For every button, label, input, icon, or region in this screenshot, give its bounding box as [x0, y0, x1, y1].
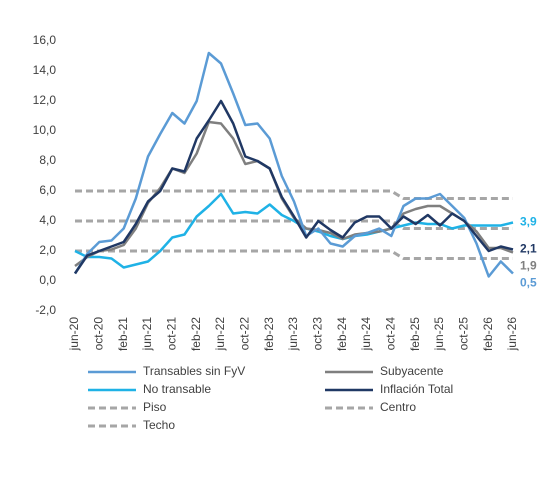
y-tick-label: -2,0	[35, 303, 56, 317]
y-tick-label: 6,0	[39, 183, 56, 197]
legend-label: Subyacente	[380, 364, 444, 378]
x-tick-label: feb-23	[262, 317, 276, 351]
legend-label: Centro	[380, 400, 416, 414]
x-tick-label: jun-26	[505, 317, 519, 352]
x-tick-label: oct-20	[92, 317, 106, 351]
legend-item: Centro	[325, 400, 416, 414]
legend-label: Transables sin FyV	[143, 364, 245, 378]
x-tick-label: feb-25	[408, 317, 422, 351]
y-tick-label: 2,0	[39, 243, 56, 257]
x-tick-label: feb-24	[335, 317, 349, 351]
y-tick-label: 0,0	[39, 273, 56, 287]
y-tick-label: 10,0	[33, 123, 57, 137]
x-tick-label: jun-25	[432, 317, 446, 352]
y-tick-label: 12,0	[33, 93, 57, 107]
series-line	[75, 189, 513, 200]
series-line	[73, 99, 514, 275]
legend-item: Subyacente	[325, 364, 444, 378]
y-tick-label: 4,0	[39, 213, 56, 227]
series-line	[75, 219, 513, 230]
legend-label: Inflación Total	[380, 382, 453, 396]
y-tick-label: 16,0	[33, 33, 57, 47]
x-tick-label: jun-24	[359, 317, 373, 352]
legend-label: No transable	[143, 382, 211, 396]
end-value-label: 3,9	[520, 215, 537, 229]
x-tick-label: oct-25	[457, 317, 471, 351]
end-value-label: 1,9	[520, 259, 537, 273]
legend-label: Piso	[143, 400, 167, 414]
legend-item: Transables sin FyV	[88, 364, 245, 378]
end-value-label: 2,1	[520, 242, 537, 256]
y-tick-label: 14,0	[33, 63, 57, 77]
legend-item: Techo	[88, 418, 175, 432]
x-tick-label: feb-21	[116, 317, 130, 351]
legend-label: Techo	[143, 418, 175, 432]
legend-item: Inflación Total	[325, 382, 453, 396]
x-tick-label: oct-24	[384, 317, 398, 351]
x-tick-label: jun-23	[286, 317, 300, 352]
series-line	[74, 120, 514, 268]
x-tick-label: oct-21	[165, 317, 179, 351]
x-tick-label: oct-22	[238, 317, 252, 351]
x-tick-label: jun-20	[67, 317, 81, 352]
x-tick-label: oct-23	[311, 317, 325, 351]
x-tick-label: jun-22	[213, 317, 227, 352]
y-tick-label: 8,0	[39, 153, 56, 167]
x-tick-label: jun-21	[140, 317, 154, 352]
series-line	[73, 51, 514, 278]
x-tick-label: feb-22	[189, 317, 203, 351]
end-value-label: 0,5	[520, 276, 537, 290]
series-line	[75, 249, 513, 260]
x-tick-label: feb-26	[481, 317, 495, 351]
legend-item: No transable	[88, 382, 211, 396]
legend-item: Piso	[88, 400, 167, 414]
